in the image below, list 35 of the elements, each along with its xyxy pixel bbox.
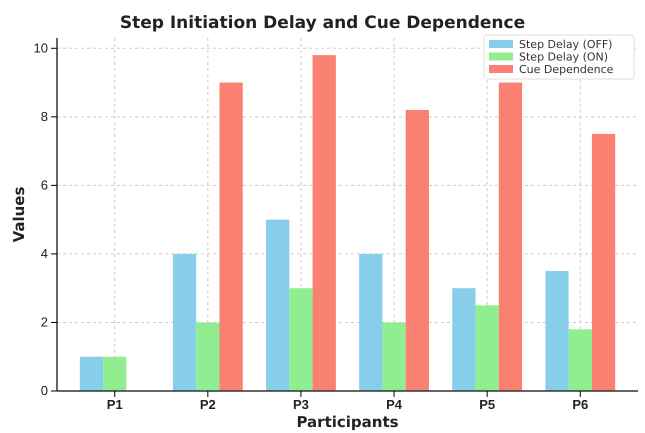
bar	[359, 254, 382, 391]
y-tick-label: 8	[40, 108, 48, 124]
x-tick-label: P6	[572, 397, 588, 412]
y-tick-label: 10	[34, 40, 48, 56]
bar	[568, 329, 592, 391]
chart-title: Step Initiation Delay and Cue Dependence	[120, 13, 526, 33]
bar	[196, 322, 220, 391]
y-tick-label: 6	[40, 178, 48, 193]
legend-label: Cue Dependence	[519, 63, 614, 76]
bar	[382, 322, 406, 391]
bar	[172, 254, 196, 391]
x-tick-label: P1	[106, 397, 123, 412]
bar	[476, 305, 499, 391]
bar	[592, 134, 616, 391]
bar	[312, 55, 336, 391]
x-tick-label: P2	[200, 397, 216, 412]
y-axis-title: Values	[10, 186, 28, 242]
bar	[103, 356, 126, 391]
x-tick-label: P3	[292, 397, 309, 412]
bar	[266, 220, 290, 391]
bar	[406, 110, 429, 391]
legend-label: Step Delay (ON)	[519, 50, 608, 64]
bar	[498, 82, 522, 391]
bar	[80, 356, 104, 391]
y-tick-label: 2	[40, 314, 48, 330]
bar	[452, 288, 476, 391]
bar	[545, 271, 569, 391]
legend-label: Step Delay (OFF)	[519, 38, 612, 51]
x-axis-title: Participants	[296, 413, 399, 431]
x-tick-label: P4	[386, 397, 403, 412]
bar	[289, 288, 313, 391]
x-tick-label: P5	[479, 397, 496, 412]
y-tick-label: 4	[40, 246, 48, 262]
y-tick-label: 0	[40, 383, 48, 398]
bar	[219, 82, 243, 391]
